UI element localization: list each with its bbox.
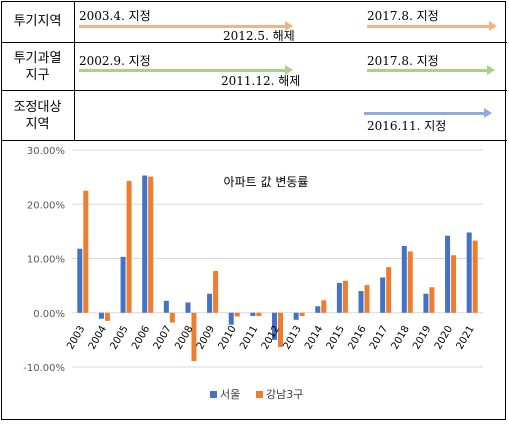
legend-swatch-서울 — [210, 391, 217, 398]
legend-label-서울: 서울 — [220, 388, 240, 401]
x-tick-label: 2009 — [195, 324, 217, 352]
bar-강남3구-2017 — [386, 267, 392, 313]
bar-서울-2018 — [401, 246, 407, 313]
y-tick-label: 10.00% — [27, 255, 65, 266]
y-tick-label: -10.00% — [23, 363, 65, 374]
bar-서울-2006 — [142, 175, 148, 313]
bar-강남3구-2011 — [256, 312, 262, 317]
arrow-overheated-2017 — [367, 65, 495, 75]
bar-강남3구-2004 — [104, 312, 110, 321]
row-label-overheated: 투기과열 지구 — [1, 43, 75, 90]
arrow-speculation-2017 — [367, 21, 497, 31]
label-overheated-designated-2017: 2017.8. 지정 — [367, 54, 439, 68]
policy-timeline-table: 투기지역 2003.4. 지정 2012.5. 해제 2017.8. 지정 투기… — [1, 1, 507, 141]
bar-강남3구-2003 — [83, 190, 89, 313]
bar-강남3구-2007 — [169, 312, 175, 323]
legend-swatch-강남3구 — [256, 391, 263, 398]
bar-강남3구-2010 — [234, 312, 240, 317]
x-tick-label: 2015 — [325, 324, 347, 352]
legend-label-강남3구: 강남3구 — [266, 388, 303, 401]
bar-서울-2003 — [77, 248, 83, 313]
y-tick-label: 0.00% — [33, 309, 65, 320]
label-adjustment-designated-2016: 2016.11. 지정 — [367, 119, 447, 133]
timeline-row-adjustment: 조정대상 지역 2016.11. 지정 — [1, 91, 507, 141]
bar-서울-2019 — [423, 293, 429, 313]
x-tick-label: 2010 — [217, 324, 239, 352]
bar-강남3구-2014 — [321, 300, 327, 313]
x-tick-label: 2003 — [65, 324, 87, 352]
x-tick-label: 2013 — [281, 324, 303, 352]
bar-서울-2007 — [163, 300, 169, 313]
x-tick-label: 2004 — [87, 324, 109, 352]
x-tick-label: 2017 — [368, 324, 390, 352]
bar-강남3구-2006 — [148, 176, 154, 313]
row-label-speculation: 투기지역 — [1, 1, 75, 42]
bar-강남3구-2008 — [191, 312, 197, 362]
label-speculation-designated-2003: 2003.4. 지정 — [79, 9, 151, 23]
bar-서울-2020 — [445, 235, 451, 313]
chart-title: 아파트 값 변동률 — [224, 175, 309, 189]
arrow-speculation-2003-2012 — [79, 21, 293, 31]
x-tick-label: 2006 — [130, 324, 152, 352]
bar-강남3구-2013 — [299, 312, 305, 317]
label-overheated-designated-2002: 2002.9. 지정 — [79, 54, 151, 68]
bar-강남3구-2012 — [278, 312, 283, 347]
bar-서울-2016 — [358, 291, 364, 313]
x-tick-label: 2021 — [455, 324, 477, 352]
x-tick-label: 2007 — [152, 324, 174, 352]
label-speculation-designated-2017: 2017.8. 지정 — [367, 9, 439, 23]
x-tick-label: 2016 — [346, 324, 368, 352]
bar-서울-2021 — [466, 232, 472, 313]
label-speculation-lifted-2012: 2012.5. 해제 — [223, 29, 295, 43]
bar-서울-2008 — [185, 302, 191, 313]
bar-서울-2010 — [228, 312, 234, 325]
bar-강남3구-2005 — [126, 180, 132, 313]
bar-서울-2009 — [207, 293, 213, 313]
bar-서울-2014 — [315, 306, 321, 313]
timeline-row-speculation: 투기지역 2003.4. 지정 2012.5. 해제 2017.8. 지정 — [1, 1, 507, 43]
bar-강남3구-2015 — [342, 280, 348, 313]
bar-강남3구-2019 — [429, 287, 435, 313]
x-tick-label: 2018 — [390, 324, 412, 352]
x-tick-label: 2014 — [303, 324, 325, 352]
y-tick-label: 30.00% — [27, 146, 65, 157]
row-label-adjustment: 조정대상 지역 — [1, 91, 75, 140]
bar-서울-2013 — [293, 312, 299, 320]
bar-강남3구-2016 — [364, 285, 370, 313]
bar-서울-2005 — [120, 256, 126, 313]
y-tick-label: 20.00% — [27, 200, 65, 211]
x-tick-label: 2005 — [108, 324, 130, 352]
timeline-row-overheated: 투기과열 지구 2002.9. 지정 2011.12. 해제 2017.8. 지… — [1, 43, 507, 91]
bar-서울-2012 — [272, 312, 277, 340]
bar-서울-2011 — [250, 312, 256, 317]
bar-강남3구-2021 — [472, 240, 478, 313]
bar-서울-2015 — [336, 282, 342, 313]
bar-강남3구-2018 — [407, 251, 413, 313]
x-tick-label: 2011 — [238, 324, 260, 352]
bar-서울-2004 — [98, 312, 104, 319]
arrow-overheated-2002-2011 — [79, 65, 293, 75]
x-tick-label: 2020 — [433, 324, 455, 352]
arrow-adjustment-2016 — [364, 108, 492, 118]
label-overheated-lifted-2011: 2011.12. 해제 — [221, 74, 301, 88]
bar-강남3구-2009 — [213, 270, 219, 313]
bar-강남3구-2020 — [451, 255, 457, 313]
bar-서울-2017 — [380, 277, 386, 313]
x-tick-label: 2019 — [411, 324, 433, 352]
